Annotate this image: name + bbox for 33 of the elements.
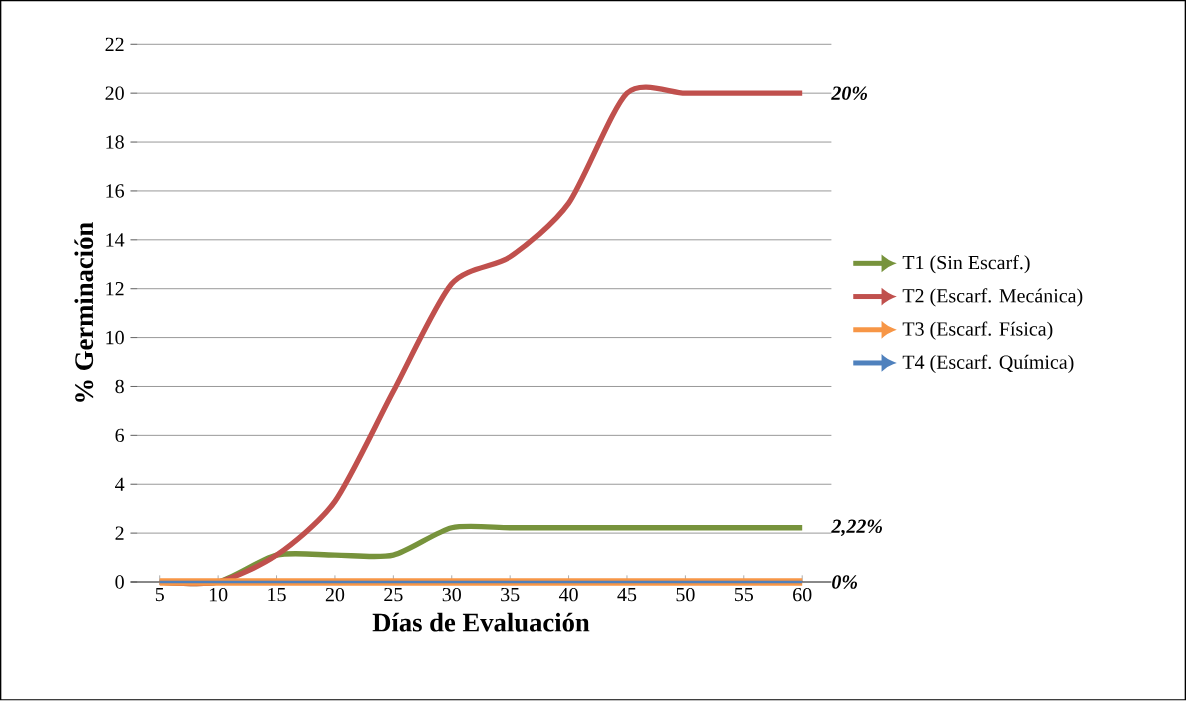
x-axis-title: Días de Evaluación [372,613,590,632]
x-tick-label: 25 [384,588,403,602]
y-tick-label: 2 [115,526,124,540]
y-tick-label: 4 [115,477,125,492]
legend-label: T3 (Escarf. Física) [902,321,1053,341]
y-tick-label: 18 [106,135,124,149]
legend-label: T4 (Escarf. Química) [902,354,1074,374]
annotation: 2,22% [831,519,882,537]
y-tick-label: 16 [106,184,125,198]
y-tick-label: 14 [106,233,125,247]
x-tick-label: 15 [268,588,286,602]
annotation: 0% [832,575,857,589]
y-tick-label: 12 [106,282,124,296]
legend-label: T2 (Escarf. Mecánica) [902,288,1083,307]
legend-label: T1 (Sin Escarf.) [902,255,1030,274]
x-tick-label: 5 [155,588,164,602]
y-tick-label: 6 [115,428,125,443]
y-tick-label: 10 [106,331,124,345]
y-tick-label: 22 [105,37,124,52]
x-tick-label: 55 [734,588,754,602]
y-tick-label: 0 [115,575,124,589]
x-tick-label: 60 [793,588,812,602]
x-tick-label: 35 [501,588,520,602]
x-tick-label: 40 [558,588,578,602]
x-tick-label: 10 [209,588,228,602]
x-tick-label: 30 [442,588,461,602]
annotation: 20% [831,86,867,101]
x-tick-label: 45 [617,588,637,602]
x-tick-label: 50 [676,588,695,602]
x-tick-label: 20 [325,588,345,602]
y-tick-label: 20 [105,86,124,101]
y-axis-title: % Germinación [74,222,94,402]
y-tick-label: 8 [115,379,124,394]
